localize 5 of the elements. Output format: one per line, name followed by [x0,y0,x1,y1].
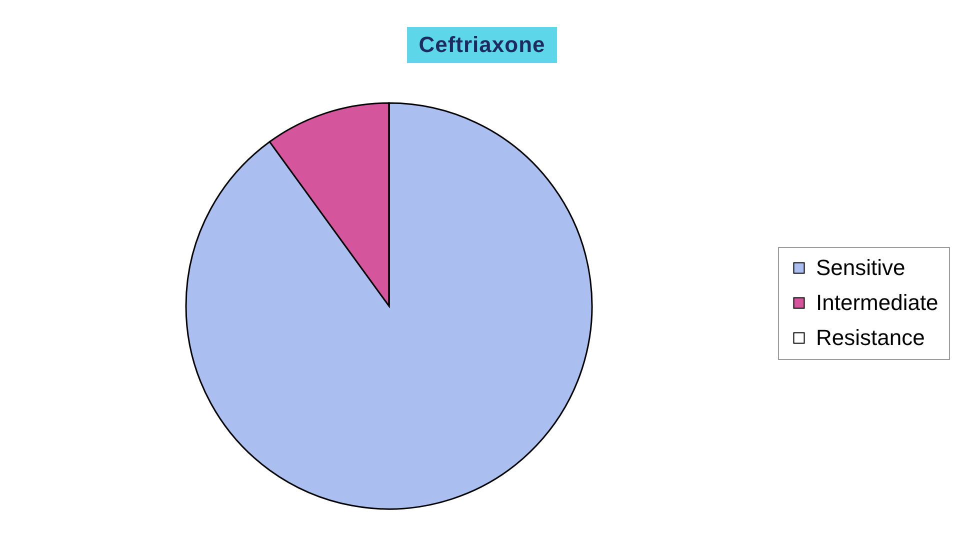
pie-slice [185,102,593,510]
legend-label: Intermediate [816,290,938,315]
chart-title: Ceftriaxone [407,27,557,63]
legend-label: Sensitive [816,255,906,280]
legend-label: Resistance [816,325,925,350]
